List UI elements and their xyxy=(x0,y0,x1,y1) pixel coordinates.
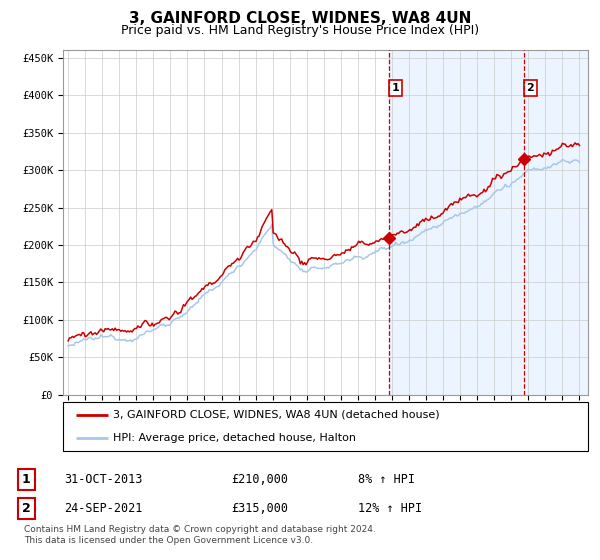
Text: 12% ↑ HPI: 12% ↑ HPI xyxy=(358,502,422,515)
Text: Price paid vs. HM Land Registry's House Price Index (HPI): Price paid vs. HM Land Registry's House … xyxy=(121,24,479,36)
Text: 8% ↑ HPI: 8% ↑ HPI xyxy=(358,473,415,486)
Text: 2: 2 xyxy=(22,502,31,515)
FancyBboxPatch shape xyxy=(63,402,588,451)
Text: 1: 1 xyxy=(392,83,400,93)
Text: £315,000: £315,000 xyxy=(231,502,288,515)
Text: 31-OCT-2013: 31-OCT-2013 xyxy=(64,473,142,486)
Text: £210,000: £210,000 xyxy=(231,473,288,486)
Text: 3, GAINFORD CLOSE, WIDNES, WA8 4UN (detached house): 3, GAINFORD CLOSE, WIDNES, WA8 4UN (deta… xyxy=(113,410,439,420)
Text: 24-SEP-2021: 24-SEP-2021 xyxy=(64,502,142,515)
Text: 3, GAINFORD CLOSE, WIDNES, WA8 4UN: 3, GAINFORD CLOSE, WIDNES, WA8 4UN xyxy=(129,11,471,26)
Text: HPI: Average price, detached house, Halton: HPI: Average price, detached house, Halt… xyxy=(113,433,356,444)
Text: 1: 1 xyxy=(22,473,31,486)
Text: Contains HM Land Registry data © Crown copyright and database right 2024.
This d: Contains HM Land Registry data © Crown c… xyxy=(24,525,376,545)
Bar xyxy=(389,50,588,395)
Text: 2: 2 xyxy=(526,83,534,93)
